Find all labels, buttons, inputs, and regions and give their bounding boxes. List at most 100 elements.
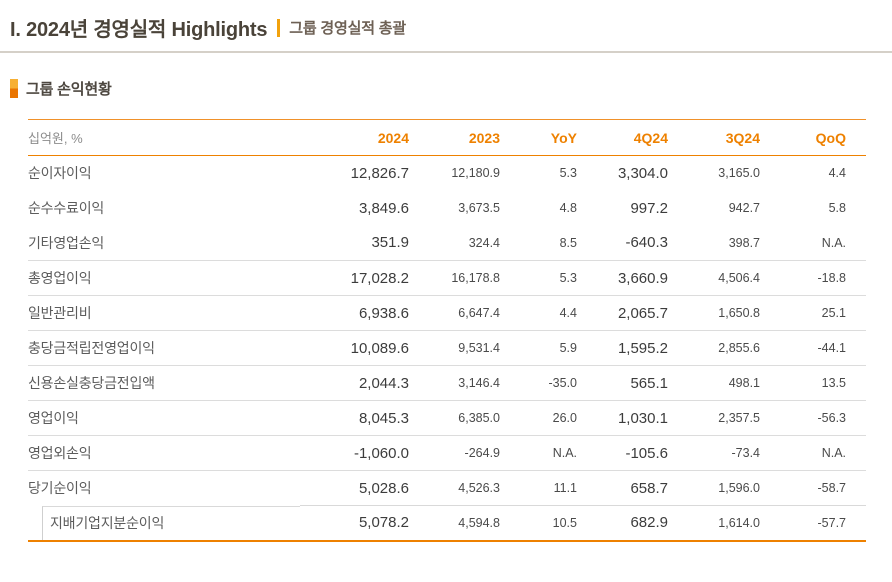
table-row: 영업이익 8,045.3 6,385.0 26.0 1,030.1 2,357.5 -56.… xyxy=(28,400,866,436)
page-subtitle: 그룹 경영실적 총괄 xyxy=(289,20,406,37)
table-row: 총영업이익 17,028.2 16,178.8 5.3 3,660.9 4,506.4 -1… xyxy=(28,260,866,296)
row-label: 지배기업지분순이익 xyxy=(28,505,300,541)
cell-2024: 6,938.6 xyxy=(300,295,409,331)
cell-4Q24: 1,595.2 xyxy=(577,330,668,366)
cell-2023: 16,178.8 xyxy=(409,260,500,296)
income-table-wrapper: 십억원, % 2024 2023 YoY 4Q24 3Q24 QoQ 순이자이익… xyxy=(28,119,866,542)
cell-YoY: 11.1 xyxy=(553,481,577,495)
cell-3Q24: 1,596.0 xyxy=(718,481,760,495)
cell-2023: 3,146.4 xyxy=(409,365,500,401)
cell-QoQ: -18.8 xyxy=(760,260,866,296)
cell-4Q24: 3,304.0 xyxy=(617,164,668,182)
cell-2024: 351.9 xyxy=(300,225,409,261)
cell-YoY: N.A. xyxy=(500,435,577,471)
cell-3Q24: 2,855.6 xyxy=(668,330,760,366)
cell-YoY: -35.0 xyxy=(500,365,577,401)
table-row: 일반관리비 6,938.6 6,647.4 4.4 2,065.7 1,650.8 25.1 xyxy=(28,295,866,331)
section-bullet-bar xyxy=(10,79,18,98)
cell-2023: 9,531.4 xyxy=(409,330,500,366)
cell-YoY: 26.0 xyxy=(500,400,577,436)
cell-2023: 3,673.5 xyxy=(458,201,500,215)
cell-QoQ: -57.7 xyxy=(760,505,866,541)
cell-QoQ: -58.7 xyxy=(817,481,847,495)
col-header-3q24: 3Q24 xyxy=(725,129,760,146)
table-row: 신용손실충당금전입액 2,044.3 3,146.4 -35.0 565.1 498.1 1… xyxy=(28,365,866,401)
table-row: 순이자이익 12,826.7 12,180.9 5.3 3,304.0 3,165.0 4.… xyxy=(28,156,866,191)
cell-3Q24: 4,506.4 xyxy=(668,260,760,296)
cell-4Q24: 2,065.7 xyxy=(577,295,668,331)
cell-2023: 6,647.4 xyxy=(409,295,500,331)
cell-QoQ: 25.1 xyxy=(760,295,866,331)
cell-2023: 4,526.3 xyxy=(458,481,500,495)
cell-4Q24: -105.6 xyxy=(577,435,668,471)
row-label: 순수수료이익 xyxy=(28,200,105,216)
cell-3Q24: 498.1 xyxy=(668,365,760,401)
section-header: 그룹 손익현황 xyxy=(10,78,892,99)
cell-4Q24: 682.9 xyxy=(577,505,668,541)
cell-YoY: 4.8 xyxy=(559,201,577,215)
cell-4Q24: 565.1 xyxy=(577,365,668,401)
row-label: 충당금적립전영업이익 xyxy=(28,330,300,366)
cell-2024: 12,826.7 xyxy=(350,164,409,182)
cell-4Q24: 3,660.9 xyxy=(577,260,668,296)
cell-2024: 5,078.2 xyxy=(300,505,409,541)
table-row: 기타영업손익 351.9 324.4 8.5 -640.3 398.7 N.A. xyxy=(28,225,866,261)
cell-QoQ: N.A. xyxy=(760,435,866,471)
cell-3Q24: -73.4 xyxy=(668,435,760,471)
title-divider-bar xyxy=(277,18,281,37)
table-row: 영업외손익 -1,060.0 -264.9 N.A. -105.6 -73.4 N.A. xyxy=(28,435,866,471)
cell-YoY: 5.3 xyxy=(559,166,577,181)
row-label: 총영업이익 xyxy=(28,260,300,296)
cell-2024: 5,028.6 xyxy=(358,479,409,497)
col-header-2024: 2024 xyxy=(377,129,409,146)
cell-YoY: 8.5 xyxy=(500,225,577,261)
cell-QoQ: 5.8 xyxy=(828,201,846,215)
cell-3Q24: 942.7 xyxy=(728,201,760,215)
cell-4Q24: 658.7 xyxy=(630,479,668,497)
cell-2024: 2,044.3 xyxy=(300,365,409,401)
cell-2024: -1,060.0 xyxy=(300,435,409,471)
col-header-qoq: QoQ xyxy=(815,129,846,146)
table-row-sub: 지배기업지분순이익 5,078.2 4,594.8 10.5 682.9 1,614.0-… xyxy=(28,505,866,541)
cell-2024: 17,028.2 xyxy=(300,260,409,296)
cell-QoQ: 4.4 xyxy=(828,166,846,181)
row-label: 일반관리비 xyxy=(28,295,300,331)
cell-YoY: 5.3 xyxy=(500,260,577,296)
cell-YoY: 4.4 xyxy=(500,295,577,331)
row-label: 영업외손익 xyxy=(28,435,300,471)
cell-QoQ: N.A. xyxy=(760,225,866,261)
row-label: 순이자이익 xyxy=(28,165,92,182)
page-title: I. 2024년 경영실적 Highlights xyxy=(10,19,268,41)
cell-2023: 324.4 xyxy=(409,225,500,261)
col-header-yoy: YoY xyxy=(550,129,577,146)
cell-YoY: 10.5 xyxy=(500,505,577,541)
cell-2024: 8,045.3 xyxy=(300,400,409,436)
cell-4Q24: -640.3 xyxy=(577,225,668,261)
cell-2023: 12,180.9 xyxy=(451,166,500,181)
page-titlebar: I. 2024년 경영실적 Highlights 그룹 경영실적 총괄 xyxy=(0,0,892,53)
table-header-row: 십억원, % 2024 2023 YoY 4Q24 3Q24 QoQ xyxy=(28,120,866,156)
row-label: 당기순이익 xyxy=(28,480,92,497)
table-row: 당기순이익 5,028.6 4,526.3 11.1 658.7 1,596.0 -58.7 xyxy=(28,471,866,506)
col-header-2023: 2023 xyxy=(468,129,500,146)
cell-2024: 3,849.6 xyxy=(358,199,409,217)
cell-3Q24: 398.7 xyxy=(668,225,760,261)
unit-label: 십억원, % xyxy=(28,131,83,146)
cell-4Q24: 1,030.1 xyxy=(577,400,668,436)
cell-3Q24: 2,357.5 xyxy=(668,400,760,436)
cell-QoQ: -56.3 xyxy=(760,400,866,436)
cell-2024: 10,089.6 xyxy=(300,330,409,366)
col-header-4q24: 4Q24 xyxy=(633,129,668,146)
cell-3Q24: 1,650.8 xyxy=(668,295,760,331)
cell-QoQ: 13.5 xyxy=(760,365,866,401)
row-label: 신용손실충당금전입액 xyxy=(28,365,300,401)
cell-2023: 4,594.8 xyxy=(409,505,500,541)
cell-QoQ: -44.1 xyxy=(760,330,866,366)
cell-2023: -264.9 xyxy=(409,435,500,471)
cell-3Q24: 3,165.0 xyxy=(718,166,760,181)
cell-3Q24: 1,614.0 xyxy=(668,505,760,541)
row-label: 영업이익 xyxy=(28,400,300,436)
table-row: 순수수료이익 3,849.6 3,673.5 4.8 997.2 942.7 5.8 xyxy=(28,191,866,226)
section-title: 그룹 손익현황 xyxy=(26,81,112,98)
